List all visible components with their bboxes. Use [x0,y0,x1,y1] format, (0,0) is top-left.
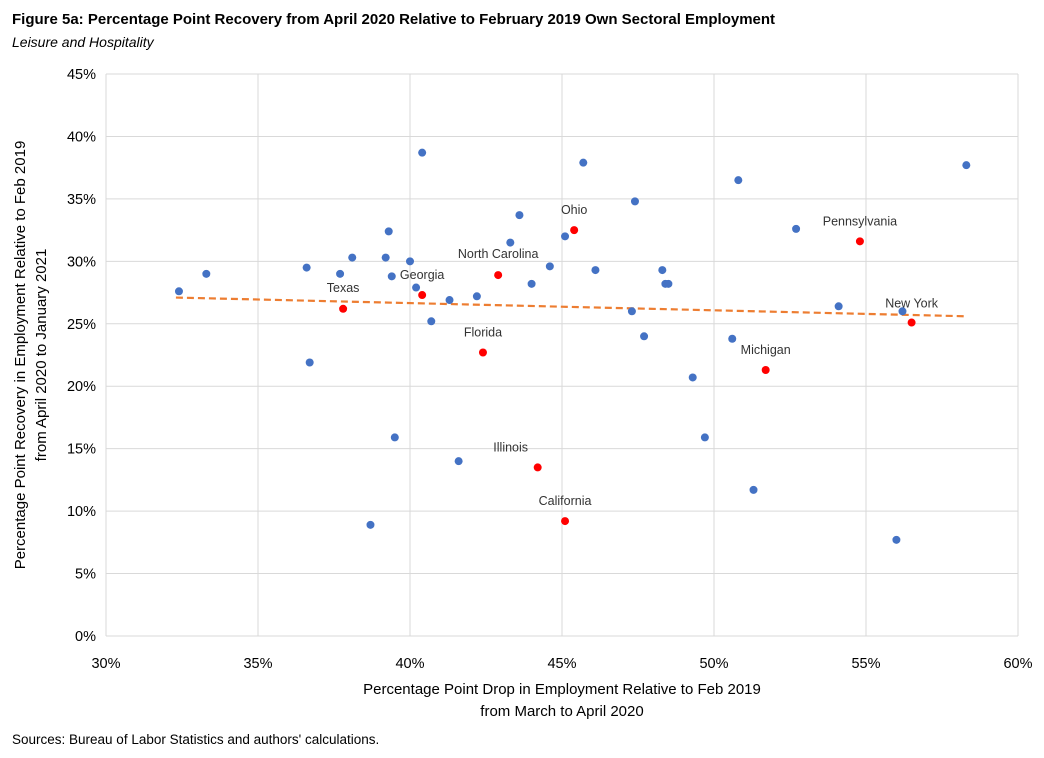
highlighted-state-point [339,304,348,313]
state-point [734,176,743,185]
highlighted-state-point [570,226,579,235]
y-tick-label: 35% [67,192,96,208]
state-point [630,197,639,206]
state-point [545,262,554,271]
source-note: Sources: Bureau of Labor Statistics and … [12,732,380,747]
state-label: Ohio [561,203,587,217]
state-point [336,269,345,278]
figure-title: Figure 5a: Percentage Point Recovery fro… [12,11,776,28]
trendline [175,296,967,318]
state-point [174,287,183,296]
state-label: Pennsylvania [823,214,897,228]
highlighted-state-point [855,237,864,246]
state-point [515,211,524,220]
y-tick-label: 5% [75,567,96,583]
x-tick-label: 45% [547,656,576,672]
state-point [792,224,801,233]
highlighted-state-point [418,291,427,300]
x-tick-label: 50% [699,656,728,672]
y-tick-label: 30% [67,254,96,270]
state-point [472,292,481,301]
state-labels: Texas Georgia North Carolina Florida Illinoi… [327,203,939,508]
data-points [174,148,971,544]
state-point [348,253,357,262]
state-point [381,253,390,262]
y-tick-label: 40% [67,129,96,145]
state-point [445,296,454,305]
state-point [664,279,673,288]
state-point [834,302,843,311]
x-tick-label: 30% [91,656,120,672]
state-point [700,433,709,442]
state-label: North Carolina [458,247,539,261]
state-point [302,263,311,272]
figure-subtitle: Leisure and Hospitality [12,34,154,50]
state-point [202,269,211,278]
state-point [418,148,427,157]
state-point [591,266,600,275]
x-tick-label: 60% [1003,656,1032,672]
state-label: Georgia [400,268,445,282]
state-label: Michigan [741,343,791,357]
state-label: New York [885,297,939,311]
highlighted-state-point [761,365,770,374]
y-axis-title-line1: Percentage Point Recovery in Employment … [12,141,29,570]
tick-labels: 0% 5% 10% 15% 20% 25% 30% 35% 40% 45% 30% 35% 40% 45%… [67,67,1033,672]
state-label: Illinois [493,440,528,454]
highlighted-state-point [478,348,487,357]
state-point [427,317,436,326]
state-point [384,227,393,236]
state-label: Florida [464,326,502,340]
state-point [898,307,907,316]
state-point [412,283,421,292]
state-point [658,266,667,275]
x-axis-title-line1: Percentage Point Drop in Employment Rela… [363,681,761,698]
x-tick-label: 55% [851,656,880,672]
highlighted-state-point [494,271,503,280]
highlighted-state-point [561,517,570,526]
y-tick-label: 15% [67,442,96,458]
state-point [962,161,971,170]
state-point [305,358,314,367]
state-point [749,485,758,494]
state-point [728,334,737,343]
highlighted-state-point [907,318,916,327]
state-point [506,238,515,247]
y-tick-label: 0% [75,629,96,645]
y-tick-label: 10% [67,504,96,520]
state-label: Texas [327,281,360,295]
trendline-layer [175,296,967,318]
state-point [640,332,649,341]
state-point [579,158,588,167]
x-tick-label: 35% [243,656,272,672]
x-axis-title-line2: from March to April 2020 [480,703,643,720]
highlighted-state-point [533,463,542,472]
y-axis-title-line2: from April 2020 to January 2021 [33,249,50,462]
gridlines [105,73,1019,637]
state-point [366,520,375,529]
state-point [688,373,697,382]
y-tick-label: 25% [67,317,96,333]
state-point [627,307,636,316]
state-point [406,257,414,266]
state-point [527,279,536,288]
state-point [892,535,901,544]
state-point [390,433,399,442]
y-tick-label: 45% [67,67,96,83]
state-point [454,457,463,466]
state-label: California [539,494,592,508]
state-point [561,232,570,241]
y-tick-label: 20% [67,379,96,395]
state-point [387,272,396,281]
x-tick-label: 40% [395,656,424,672]
